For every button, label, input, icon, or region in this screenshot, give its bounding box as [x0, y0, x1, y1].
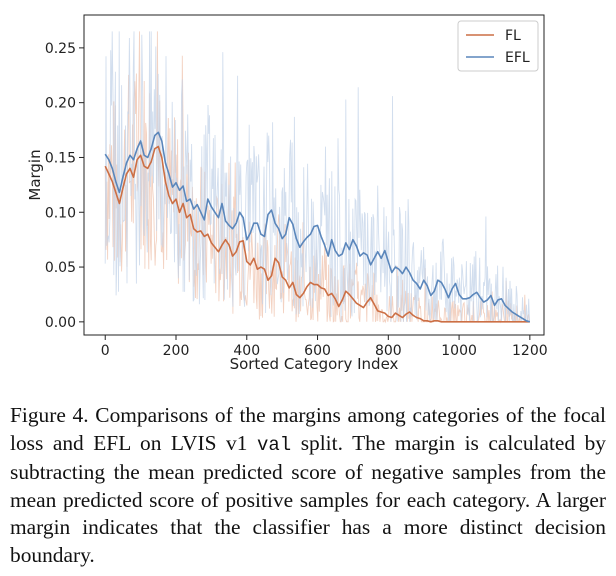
x-tick-label: 1000 [441, 343, 477, 359]
x-axis-label: Sorted Category Index [230, 355, 399, 373]
y-tick-label: 0.05 [45, 260, 76, 276]
figure-caption: Figure 4. Comparisons of the margins amo… [10, 402, 606, 570]
legend-label-fl: FL [505, 28, 521, 44]
x-axis: 0 200 400 600 800 1000 1200 [101, 335, 548, 359]
x-tick-label: 400 [233, 343, 260, 359]
caption-text-part1: Figure 4. Comparisons of the margins amo… [10, 403, 606, 455]
caption-text-part2: split. The margin is calculated by subtr… [10, 430, 607, 567]
figure: 0 200 400 600 800 1000 1200 0.00 0.05 0.10 0.15 0.… [26, 14, 548, 373]
x-tick-label: 600 [304, 343, 331, 359]
x-tick-label: 1200 [512, 343, 548, 359]
legend: FL EFL [457, 20, 539, 72]
y-tick-label: 0.10 [45, 205, 76, 221]
line-chart: 0 200 400 600 800 1000 1200 0.000.050.100.150.… [26, 14, 548, 373]
series-line-fl [104, 145, 530, 323]
series-lines [104, 131, 531, 323]
y-axis-label: Margin [26, 149, 44, 200]
caption-code-val: val [256, 433, 292, 456]
legend-label-efl: EFL [505, 50, 530, 66]
plot-frame [83, 14, 545, 336]
y-tick-label: 0.20 [45, 96, 76, 112]
x-tick-label: 0 [101, 343, 110, 359]
x-tick-label: 200 [163, 343, 190, 359]
x-tick-label: 800 [375, 343, 402, 359]
y-axis: 0.00 0.05 0.10 0.15 0.20 0.25 [45, 41, 84, 331]
series-line-efl [104, 131, 531, 323]
legend-box [457, 20, 539, 72]
series-raw-efl [104, 31, 530, 324]
y-tick-label: 0.15 [45, 150, 76, 166]
y-tick-label: 0.25 [45, 41, 76, 57]
raw-data-noise [104, 31, 530, 324]
y-tick-label: 0.00 [45, 315, 76, 331]
